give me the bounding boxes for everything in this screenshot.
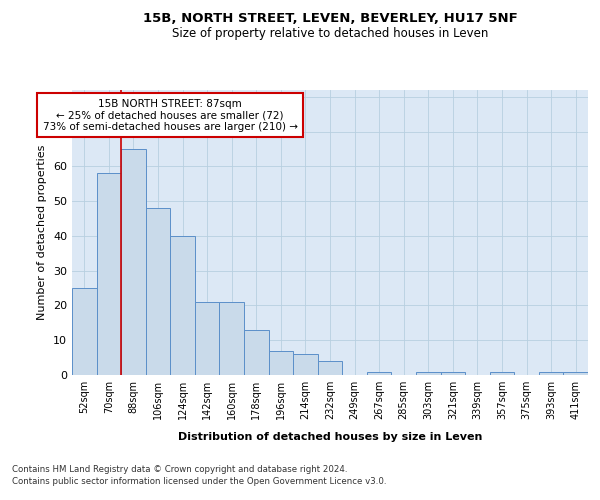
Bar <box>539 372 563 375</box>
Text: 15B, NORTH STREET, LEVEN, BEVERLEY, HU17 5NF: 15B, NORTH STREET, LEVEN, BEVERLEY, HU17… <box>143 12 517 26</box>
Bar <box>269 350 293 375</box>
Bar <box>244 330 269 375</box>
Bar <box>318 361 342 375</box>
Bar <box>195 302 220 375</box>
Bar <box>170 236 195 375</box>
Bar <box>490 372 514 375</box>
Bar <box>146 208 170 375</box>
Bar <box>97 174 121 375</box>
Bar <box>416 372 440 375</box>
Bar <box>440 372 465 375</box>
Text: Distribution of detached houses by size in Leven: Distribution of detached houses by size … <box>178 432 482 442</box>
Bar <box>220 302 244 375</box>
Bar <box>121 149 146 375</box>
Y-axis label: Number of detached properties: Number of detached properties <box>37 145 47 320</box>
Bar <box>72 288 97 375</box>
Bar <box>563 372 588 375</box>
Text: Contains HM Land Registry data © Crown copyright and database right 2024.: Contains HM Land Registry data © Crown c… <box>12 465 347 474</box>
Text: Contains public sector information licensed under the Open Government Licence v3: Contains public sector information licen… <box>12 478 386 486</box>
Bar <box>367 372 391 375</box>
Text: 15B NORTH STREET: 87sqm
← 25% of detached houses are smaller (72)
73% of semi-de: 15B NORTH STREET: 87sqm ← 25% of detache… <box>43 98 298 132</box>
Bar <box>293 354 318 375</box>
Text: Size of property relative to detached houses in Leven: Size of property relative to detached ho… <box>172 28 488 40</box>
